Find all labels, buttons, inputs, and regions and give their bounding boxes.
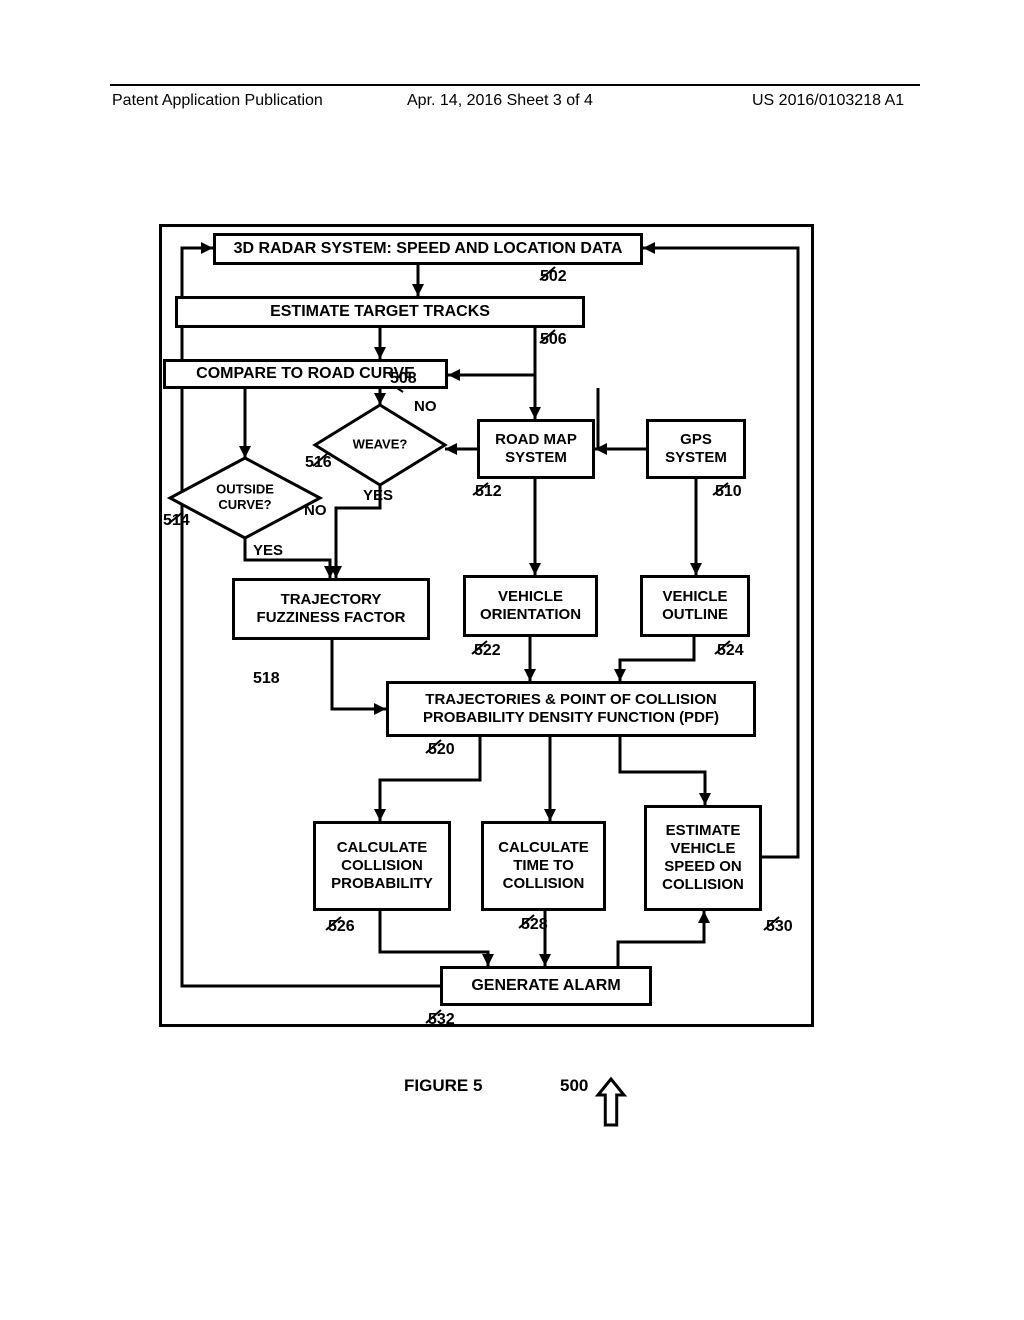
edge-label-yes516: YES: [363, 487, 393, 504]
ref-label-r532: 532: [428, 1011, 455, 1029]
ref-label-r502: 502: [540, 268, 567, 286]
node-n520: TRAJECTORIES & POINT OF COLLISIONPROBABI…: [386, 681, 756, 737]
node-n532: GENERATE ALARM: [440, 966, 652, 1006]
node-n530: ESTIMATEVEHICLESPEED ONCOLLISION: [644, 805, 762, 911]
svg-text:OUTSIDE: OUTSIDE: [216, 482, 274, 497]
ref-label-r506: 506: [540, 331, 567, 349]
figure-ref: 500: [560, 1076, 588, 1096]
ref-label-r522: 522: [474, 642, 501, 660]
node-n512: ROAD MAPSYSTEM: [477, 419, 595, 479]
edge-label-no514: NO: [304, 502, 327, 519]
ref-label-r516: 516: [305, 454, 332, 472]
node-n528: CALCULATETIME TOCOLLISION: [481, 821, 606, 911]
edge-label-yes514: YES: [253, 542, 283, 559]
ref-label-r528: 528: [521, 916, 548, 934]
ref-label-r508: 508: [390, 370, 417, 388]
node-n518: TRAJECTORYFUZZINESS FACTOR: [232, 578, 430, 640]
ref-label-r524: 524: [717, 642, 744, 660]
node-n506: ESTIMATE TARGET TRACKS: [175, 296, 585, 328]
ref-label-r512: 512: [475, 483, 502, 501]
ref-label-r510: 510: [715, 483, 742, 501]
ref-label-r514: 514: [163, 512, 190, 530]
node-n522: VEHICLEORIENTATION: [463, 575, 598, 637]
node-n510: GPSSYSTEM: [646, 419, 746, 479]
ref-label-r530: 530: [766, 918, 793, 936]
ref-label-r518: 518: [253, 670, 280, 688]
node-n526: CALCULATECOLLISIONPROBABILITY: [313, 821, 451, 911]
ref-label-r526: 526: [328, 918, 355, 936]
svg-text:WEAVE?: WEAVE?: [353, 436, 408, 451]
node-n524: VEHICLEOUTLINE: [640, 575, 750, 637]
svg-text:CURVE?: CURVE?: [218, 497, 271, 512]
diagram-svg: WEAVE? OUTSIDECURVE?: [0, 0, 1024, 1320]
figure-caption: FIGURE 5: [404, 1076, 482, 1096]
edge-label-no516: NO: [414, 398, 437, 415]
ref-label-r520: 520: [428, 741, 455, 759]
node-n502: 3D RADAR SYSTEM: SPEED AND LOCATION DATA: [213, 233, 643, 265]
